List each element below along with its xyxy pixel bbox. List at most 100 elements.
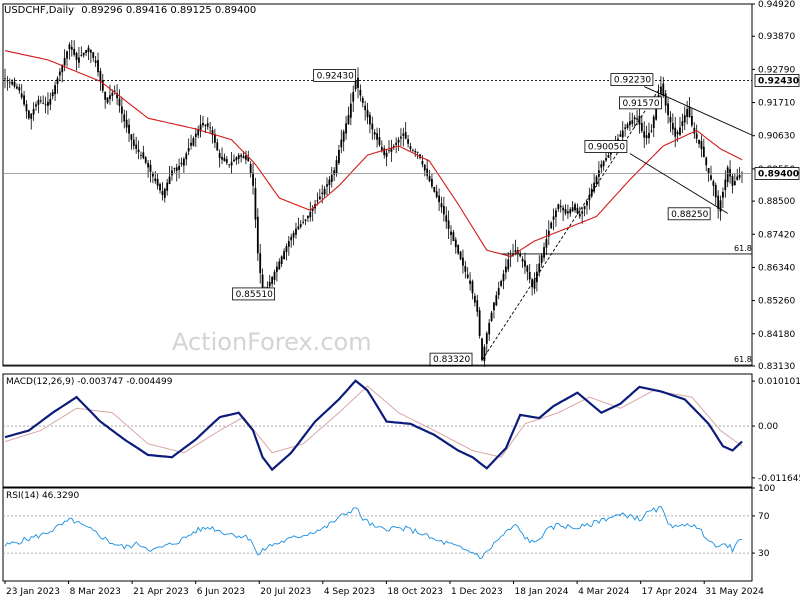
candle-body xyxy=(49,99,52,105)
level-label: 0.83320 xyxy=(429,352,473,366)
candle-body xyxy=(349,103,352,118)
candle-body xyxy=(235,157,238,161)
candle-body xyxy=(466,274,469,278)
candle-body xyxy=(481,338,483,361)
candle-body xyxy=(452,232,455,242)
level-label: 0.91570 xyxy=(619,96,662,110)
candle-body xyxy=(75,53,78,60)
candle-body xyxy=(94,60,97,63)
level-label: 0.92230 xyxy=(610,73,654,86)
candle-body xyxy=(118,98,121,106)
candle-body xyxy=(726,167,729,183)
candle-body xyxy=(104,91,107,100)
candle-body xyxy=(290,236,293,241)
candle-body xyxy=(87,47,90,53)
price-tick-label: 0.83130 xyxy=(758,362,795,372)
candle-body xyxy=(688,106,691,118)
candle-body xyxy=(187,148,190,152)
candle-body xyxy=(671,123,674,130)
candle-body xyxy=(388,150,390,152)
candle-body xyxy=(571,207,574,212)
candle-body xyxy=(213,133,216,143)
candle-body xyxy=(566,211,569,214)
candle-body xyxy=(478,310,481,336)
candle-body xyxy=(521,258,524,262)
candle-body xyxy=(304,219,307,221)
candle-body xyxy=(559,205,562,208)
candle-body xyxy=(82,52,85,56)
candle-body xyxy=(426,168,429,176)
candle-body xyxy=(278,261,281,270)
candle-body xyxy=(16,86,18,89)
candle-body xyxy=(99,71,102,82)
candle-body xyxy=(695,133,698,139)
candle-body xyxy=(483,346,486,362)
candle-body xyxy=(335,160,338,174)
candle-body xyxy=(149,164,152,172)
candle-body xyxy=(302,221,305,223)
candle-body xyxy=(404,132,407,139)
candle-body xyxy=(407,139,409,144)
candle-body xyxy=(271,276,274,284)
price-axis: 0.949200.938700.927900.917100.906300.895… xyxy=(752,0,795,372)
candle-body xyxy=(47,101,49,106)
candle-body xyxy=(182,158,185,166)
candle-body xyxy=(256,216,259,254)
current-price-tag-box xyxy=(754,167,800,180)
candle-body xyxy=(500,280,503,286)
candle-body xyxy=(450,231,452,235)
candle-body xyxy=(4,78,6,80)
resistance-tag-box xyxy=(754,74,800,87)
resistance-tag: 0.92430 xyxy=(754,74,800,87)
candle-body xyxy=(56,78,59,85)
candle-body xyxy=(662,83,665,97)
candle-body xyxy=(638,115,641,125)
candle-body xyxy=(123,114,126,122)
level-label-box xyxy=(232,287,275,301)
channel-line-lower xyxy=(629,153,728,214)
candle-body xyxy=(636,118,638,120)
candle-body xyxy=(283,251,285,260)
candle-body xyxy=(345,123,347,134)
candle-body xyxy=(428,176,431,182)
price-tick-label: 0.85260 xyxy=(758,297,795,307)
candle-body xyxy=(490,312,493,321)
candle-body xyxy=(409,146,412,149)
candle-body xyxy=(159,184,161,191)
candle-body xyxy=(85,50,87,53)
candle-body xyxy=(44,104,47,106)
candle-body xyxy=(321,192,324,194)
candle-body xyxy=(507,259,510,270)
candle-body xyxy=(323,188,326,195)
candle-body xyxy=(361,98,364,103)
candle-body xyxy=(400,136,402,139)
candle-body xyxy=(144,157,147,163)
candle-body xyxy=(457,244,460,254)
candle-body xyxy=(540,255,543,264)
candle-body xyxy=(27,110,30,119)
candle-body xyxy=(562,207,565,211)
macd-title: MACD(12,26,9) -0.003747 -0.004499 xyxy=(6,377,173,387)
level-label-box xyxy=(429,352,473,366)
candle-body xyxy=(378,137,381,145)
candle-body xyxy=(307,215,309,219)
price-tick-label: 0.93870 xyxy=(758,32,795,42)
watermark: ActionForex.com xyxy=(172,328,372,356)
candle-body xyxy=(273,271,276,280)
candle-body xyxy=(340,139,343,148)
candle-body xyxy=(705,157,708,166)
candle-body xyxy=(338,149,340,164)
candle-body xyxy=(328,179,331,186)
candle-body xyxy=(533,279,536,289)
level-label: 0.88250 xyxy=(667,207,711,221)
candle-body xyxy=(576,207,579,214)
candle-body xyxy=(543,247,545,258)
candle-body xyxy=(211,130,214,136)
rsi-tick-label: 70 xyxy=(758,512,770,522)
candle-body xyxy=(111,92,114,96)
candle-body xyxy=(175,167,178,171)
candle-body xyxy=(385,152,388,157)
candle-body xyxy=(280,256,283,264)
candle-body xyxy=(140,155,142,156)
candle-body xyxy=(66,51,68,59)
